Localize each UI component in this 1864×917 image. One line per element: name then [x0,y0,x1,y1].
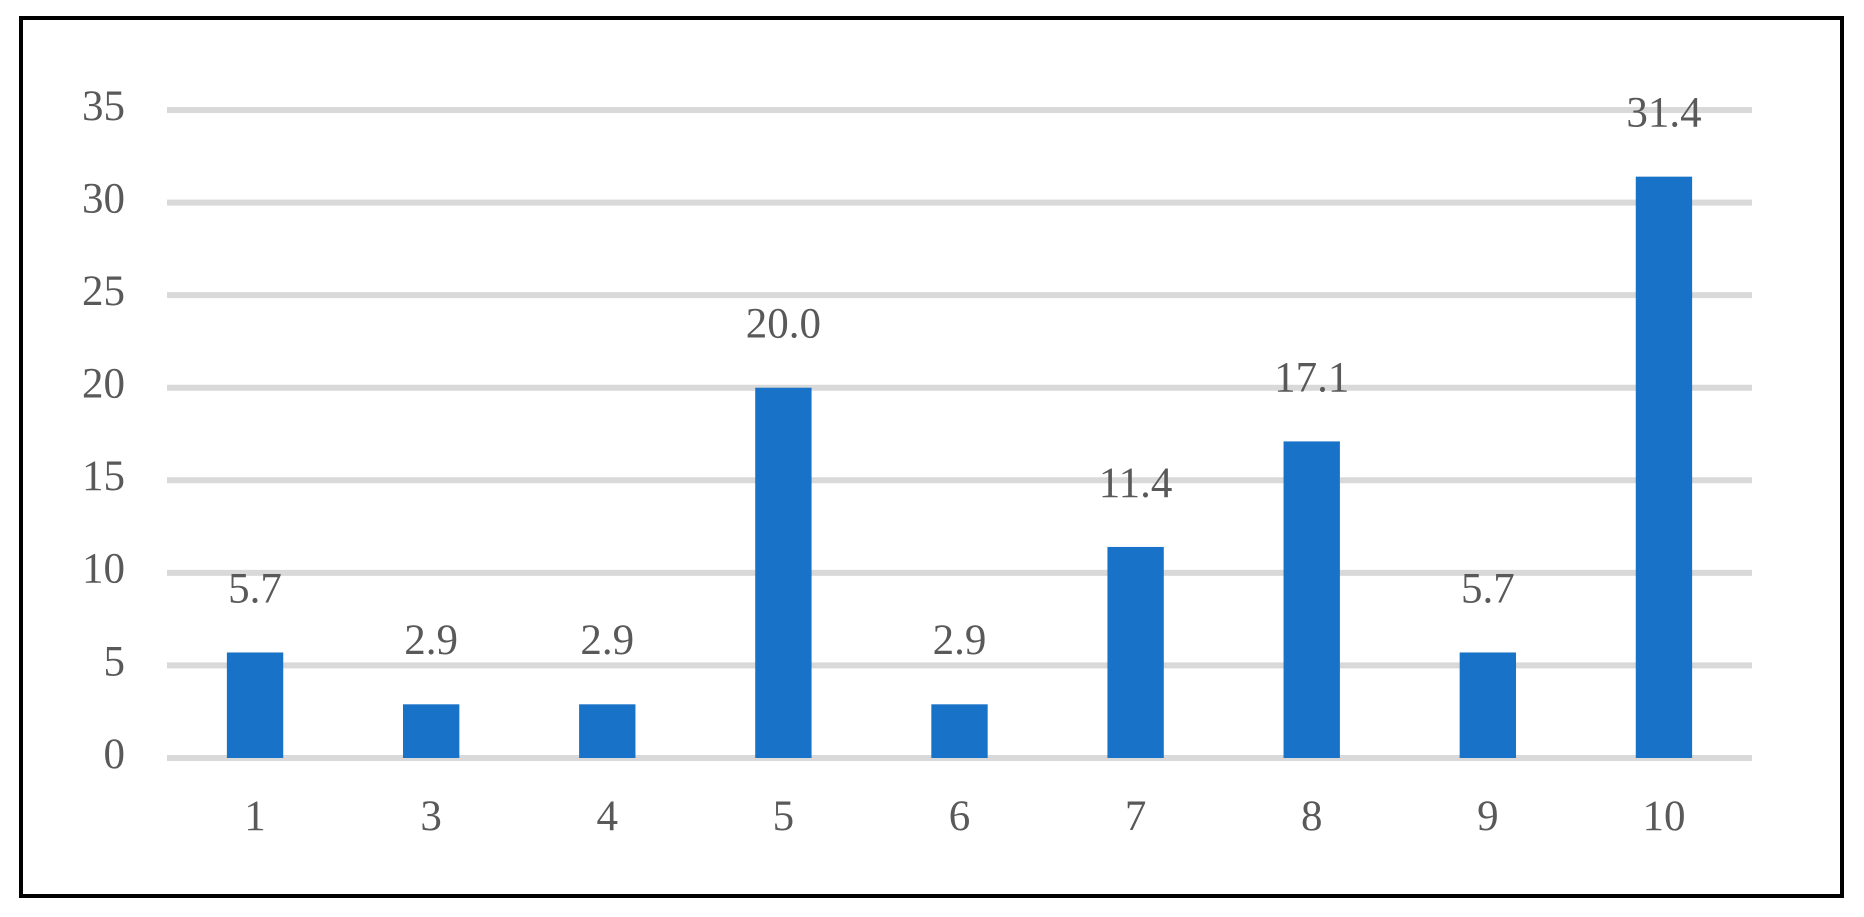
x-tick-label: 6 [949,793,971,840]
bar [226,652,284,758]
x-tick-label: 3 [420,793,442,840]
y-tick-label: 10 [82,546,125,593]
bar [1459,652,1517,758]
x-tick-label: 8 [1301,793,1323,840]
data-label: 2.9 [580,617,634,664]
y-tick-label: 35 [82,83,125,130]
data-label: 5.7 [228,565,282,612]
y-tick-label: 0 [104,731,126,778]
data-label: 20.0 [746,301,821,348]
bar [1107,546,1164,758]
x-tick-label: 4 [597,793,619,840]
y-tick-label: 15 [82,453,125,500]
y-tick-label: 5 [104,638,126,685]
x-tick-label: 7 [1125,793,1147,840]
data-label: 2.9 [404,617,458,664]
data-label: 17.1 [1274,354,1349,401]
data-label: 2.9 [933,617,987,664]
bar [755,387,812,758]
x-tick-label: 5 [773,793,795,840]
data-label: 31.4 [1626,90,1701,137]
bar [1635,176,1693,758]
bar [931,704,988,758]
y-tick-label: 25 [82,268,125,315]
bar [1283,441,1340,758]
x-tick-label: 1 [244,793,266,840]
y-tick-label: 30 [82,175,125,222]
bar [579,704,636,758]
bar [402,704,460,758]
y-tick-label: 20 [82,361,125,408]
x-tick-label: 10 [1642,793,1685,840]
x-tick-label: 9 [1477,793,1499,840]
data-label: 5.7 [1461,565,1515,612]
data-label: 11.4 [1099,460,1173,507]
chart-border [19,16,1844,898]
